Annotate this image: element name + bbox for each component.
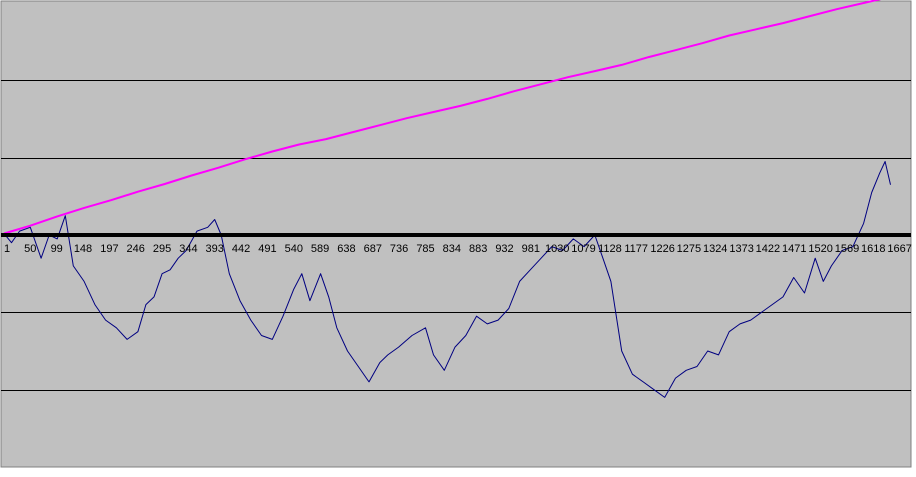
- x-tick-label: 1128: [598, 243, 622, 255]
- x-tick-label: 981: [522, 243, 540, 255]
- x-tick-label: 1373: [729, 243, 753, 255]
- x-tick-label: 687: [364, 243, 382, 255]
- x-tick-label: 1275: [677, 243, 701, 255]
- x-tick-label: 1324: [703, 243, 727, 255]
- x-axis: 1 50 99 148 197 246 295 344 393 442 491 540 589 638 68…: [1, 233, 912, 255]
- x-tick-label: 1226: [650, 243, 674, 255]
- x-tick-label: 1569: [835, 243, 859, 255]
- gridlines: [1, 80, 911, 391]
- x-tick-label: 1: [4, 243, 10, 255]
- x-tick-label: 197: [100, 243, 118, 255]
- x-tick-label: 1030: [545, 243, 569, 255]
- series-line-2: [3, 161, 891, 398]
- x-tick-label: 50: [24, 243, 36, 255]
- x-tick-label: 393: [206, 243, 224, 255]
- x-tick-label: 883: [469, 243, 487, 255]
- x-tick-label: 99: [51, 243, 63, 255]
- x-tick-label: 295: [153, 243, 171, 255]
- x-tick-label: 442: [232, 243, 250, 255]
- x-tick-label: 1079: [571, 243, 595, 255]
- x-tick-label: 932: [495, 243, 513, 255]
- x-tick-label: 1618: [861, 243, 885, 255]
- x-tick-label: 344: [179, 243, 197, 255]
- x-tick-label: 736: [390, 243, 408, 255]
- x-tick-label: 1422: [756, 243, 780, 255]
- x-tick-label: 540: [285, 243, 303, 255]
- x-tick-label: 1520: [808, 243, 832, 255]
- series-line-1: [3, 0, 882, 235]
- x-tick-label: 491: [258, 243, 276, 255]
- x-tick-label: 638: [337, 243, 355, 255]
- x-tick-label: 1471: [782, 243, 806, 255]
- x-tick-label: 1177: [624, 243, 648, 255]
- x-tick-label: 1667: [887, 243, 911, 255]
- x-tick-label: 148: [74, 243, 92, 255]
- x-tick-label: 589: [311, 243, 329, 255]
- series-lines: [3, 0, 891, 398]
- x-tick-label: 834: [443, 243, 461, 255]
- x-tick-label: 785: [416, 243, 434, 255]
- x-tick-label: 246: [127, 243, 145, 255]
